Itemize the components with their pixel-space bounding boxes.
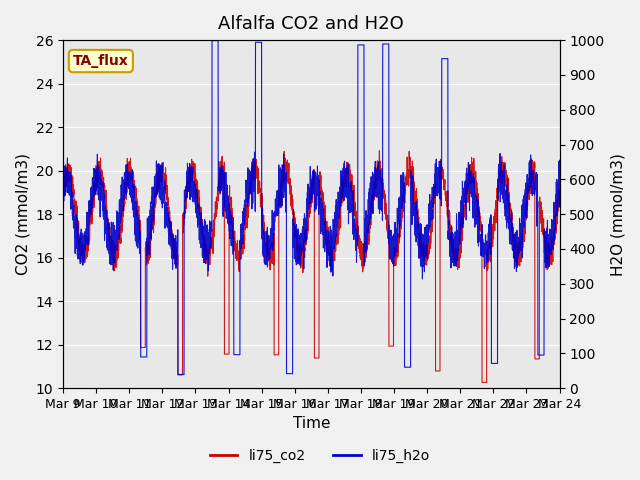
Legend: li75_co2, li75_h2o: li75_co2, li75_h2o (204, 443, 436, 468)
X-axis label: Time: Time (292, 417, 330, 432)
Title: Alfalfa CO2 and H2O: Alfalfa CO2 and H2O (218, 15, 404, 33)
Text: TA_flux: TA_flux (73, 54, 129, 68)
Y-axis label: H2O (mmol/m3): H2O (mmol/m3) (610, 153, 625, 276)
Y-axis label: CO2 (mmol/m3): CO2 (mmol/m3) (15, 153, 30, 275)
